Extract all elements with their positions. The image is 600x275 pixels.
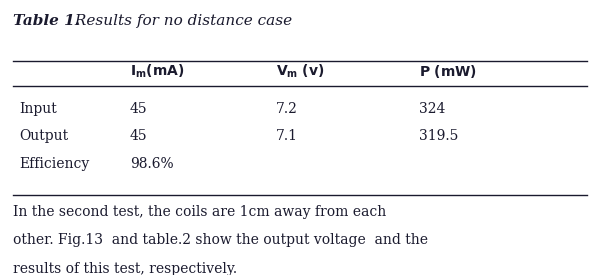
- Text: 7.2: 7.2: [276, 102, 298, 116]
- Text: 98.6%: 98.6%: [130, 157, 173, 171]
- Text: other. Fig.13  and table.2 show the output voltage  and the: other. Fig.13 and table.2 show the outpu…: [13, 233, 428, 247]
- Text: 45: 45: [130, 129, 148, 143]
- Text: 319.5: 319.5: [419, 129, 459, 143]
- Text: 45: 45: [130, 102, 148, 116]
- Text: Results for no distance case: Results for no distance case: [70, 14, 292, 28]
- Text: 7.1: 7.1: [276, 129, 298, 143]
- Text: $\mathbf{V_m\ (v)}$: $\mathbf{V_m\ (v)}$: [276, 63, 325, 80]
- Text: 324: 324: [419, 102, 446, 116]
- Text: results of this test, respectively.: results of this test, respectively.: [13, 262, 238, 275]
- Text: In the second test, the coils are 1cm away from each: In the second test, the coils are 1cm aw…: [13, 205, 386, 219]
- Text: $\mathbf{I_m(mA)}$: $\mathbf{I_m(mA)}$: [130, 63, 184, 80]
- Text: Efficiency: Efficiency: [19, 157, 89, 171]
- Text: Table 1.: Table 1.: [13, 14, 80, 28]
- Text: Input: Input: [19, 102, 57, 116]
- Text: $\mathbf{P\ (mW)}$: $\mathbf{P\ (mW)}$: [419, 63, 478, 80]
- Text: Output: Output: [19, 129, 68, 143]
